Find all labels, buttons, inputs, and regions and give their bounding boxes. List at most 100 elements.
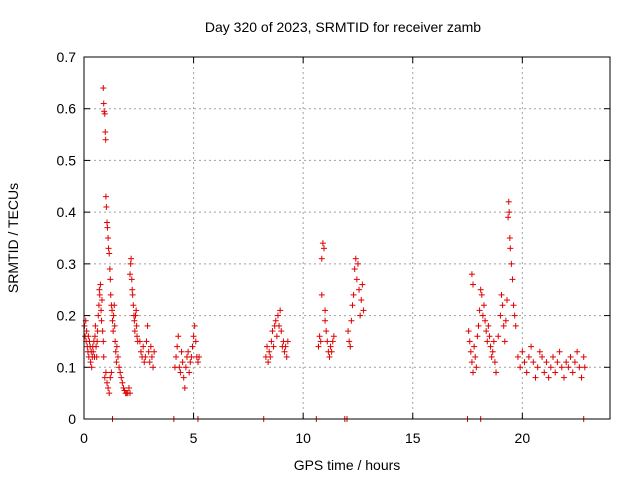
data-point: [272, 317, 279, 324]
data-point: [131, 317, 138, 324]
data-point: [100, 338, 107, 345]
data-point: [119, 379, 126, 386]
data-point: [180, 374, 187, 381]
data-point: [326, 353, 333, 360]
data-point: [177, 369, 184, 376]
data-point: [347, 343, 354, 350]
data-point: [145, 348, 152, 355]
data-point: [181, 384, 188, 391]
data-point: [503, 297, 510, 304]
data-point: [186, 369, 193, 376]
data-point: [277, 307, 284, 314]
data-point: [507, 245, 514, 252]
data-point: [473, 364, 480, 371]
data-point: [550, 353, 557, 360]
data-point: [99, 328, 106, 335]
data-point: [142, 353, 149, 360]
y-tick-label: 0.6: [57, 101, 77, 117]
data-point: [505, 214, 512, 221]
data-point: [475, 322, 482, 329]
data-point: [476, 307, 483, 314]
data-point: [96, 286, 103, 293]
data-point: [190, 333, 197, 340]
data-point: [128, 276, 135, 283]
data-point: [175, 333, 182, 340]
data-point: [112, 348, 119, 355]
data-point: [267, 353, 274, 360]
data-point: [483, 328, 490, 335]
data-point: [486, 333, 493, 340]
data-point: [348, 317, 355, 324]
data-point: [176, 364, 183, 371]
data-point: [137, 348, 144, 355]
data-point: [468, 271, 475, 278]
data-point: [92, 322, 99, 329]
data-point: [106, 390, 113, 397]
data-point: [127, 271, 134, 278]
data-point: [532, 374, 539, 381]
data-point: [265, 359, 272, 366]
data-point: [478, 291, 485, 298]
data-point: [539, 353, 546, 360]
data-point: [125, 384, 132, 391]
data-point: [100, 100, 107, 107]
data-point: [474, 333, 481, 340]
data-point: [281, 348, 288, 355]
data-point: [500, 322, 507, 329]
data-point: [521, 359, 528, 366]
data-point: [196, 353, 203, 360]
data-point: [273, 333, 280, 340]
data-point: [356, 286, 363, 293]
data-point: [131, 328, 138, 335]
data-point: [484, 338, 491, 345]
data-point: [109, 307, 116, 314]
data-point: [104, 379, 111, 386]
y-tick-label: 0.2: [57, 308, 77, 324]
data-point: [129, 286, 136, 293]
data-point: [98, 317, 105, 324]
data-point: [101, 108, 108, 115]
data-point: [357, 312, 364, 319]
data-point: [319, 240, 326, 247]
data-point: [120, 384, 127, 391]
data-point: [106, 250, 113, 257]
data-point: [104, 219, 111, 226]
data-point: [541, 369, 548, 376]
data-point: [111, 302, 118, 309]
data-point: [581, 364, 588, 371]
data-point: [578, 374, 585, 381]
data-point: [268, 338, 275, 345]
data-point: [192, 338, 199, 345]
y-tick-label: 0.7: [57, 49, 77, 65]
data-point: [354, 260, 361, 267]
data-point: [353, 276, 360, 283]
data-point: [116, 364, 123, 371]
data-point: [479, 312, 486, 319]
data-point: [282, 343, 289, 350]
data-point: [112, 338, 119, 345]
data-point: [187, 359, 194, 366]
data-point: [110, 312, 117, 319]
data-point: [98, 297, 105, 304]
data-point: [320, 245, 327, 252]
data-point: [174, 343, 181, 350]
data-point: [506, 209, 513, 216]
data-point: [528, 343, 535, 350]
axis-ticks: 0 0.1 0.2 0.3 0.4 0.5 0.6 0.7 0 5 10 15 20: [57, 49, 610, 446]
data-point: [556, 348, 563, 355]
x-tick-label: 15: [405, 430, 421, 446]
data-point: [554, 359, 561, 366]
data-point: [107, 291, 114, 298]
data-point: [315, 343, 322, 350]
data-point: [467, 348, 474, 355]
data-point: [105, 245, 112, 252]
data-point: [505, 198, 512, 205]
data-point: [95, 312, 102, 319]
data-point: [346, 338, 353, 345]
y-tick-label: 0.5: [57, 152, 77, 168]
data-point: [117, 369, 124, 376]
data-point: [471, 343, 478, 350]
data-point: [349, 302, 356, 309]
y-tick-label: 0.3: [57, 256, 77, 272]
